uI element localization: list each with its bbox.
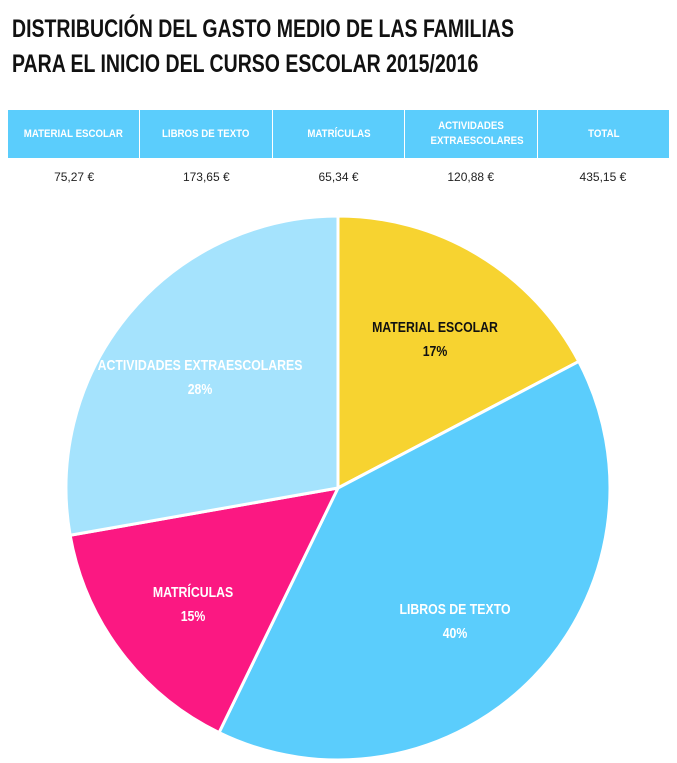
pie-label-percent: 15% — [181, 608, 206, 624]
chart-title: DISTRIBUCIÓN DEL GASTO MEDIO DE LAS FAMI… — [12, 12, 514, 82]
pie-label-libros-de-texto: LIBROS DE TEXTO 40% — [399, 601, 510, 641]
pie-slice-matriculas — [68, 486, 340, 735]
table-cell-total: 435,15 € — [579, 170, 627, 184]
pie-label-percent: 28% — [188, 381, 213, 397]
pie-label-name: LIBROS DE TEXTO — [399, 601, 510, 617]
table-header-actividades-extraescolares: ACTIVIDADES EXTRAESCOLARES — [405, 110, 538, 158]
pie-label-percent: 17% — [423, 343, 448, 359]
pie-label-percent: 40% — [443, 625, 468, 641]
table-header-material-escolar: MATERIAL ESCOLAR — [8, 110, 141, 158]
table-header-total: TOTAL — [587, 127, 620, 140]
pie-label-name: MATERIAL ESCOLAR — [372, 319, 498, 335]
expense-table: MATERIAL ESCOLAR LIBROS DE TEXTO MATRÍCU… — [8, 110, 669, 196]
table-header-row: MATERIAL ESCOLAR LIBROS DE TEXTO MATRÍCU… — [8, 110, 669, 158]
chart-title-line-1: DISTRIBUCIÓN DEL GASTO MEDIO DE LAS FAMI… — [12, 15, 514, 43]
pie-label-matriculas: MATRÍCULAS 15% — [153, 583, 233, 624]
table-row: 75,27 € 173,65 € 65,34 € 120,88 € 435,15… — [8, 158, 669, 196]
pie-slice-material-escolar — [336, 214, 581, 490]
pie-slice-libros-de-texto — [217, 359, 612, 762]
pie-label-name: ACTIVIDADES EXTRAESCOLARES — [98, 357, 303, 373]
table-cell-actividades-extraescolares: 120,88 € — [447, 170, 495, 184]
pie-label-material-escolar: MATERIAL ESCOLAR 17% — [372, 319, 498, 359]
table-cell-matriculas: 65,34 € — [318, 170, 359, 184]
pie-label-actividades-extraescolares: ACTIVIDADES EXTRAESCOLARES 28% — [98, 357, 303, 397]
pie-slice-actividades-extraescolares — [64, 214, 340, 537]
table-cell-material-escolar: 75,27 € — [54, 170, 95, 184]
table-header-libros-de-texto: LIBROS DE TEXTO — [140, 110, 273, 158]
chart-title-line-2: PARA EL INICIO DEL CURSO ESCOLAR 2015/20… — [12, 50, 479, 78]
table-cell-libros-de-texto: 173,65 € — [182, 170, 230, 184]
pie-label-name: MATRÍCULAS — [153, 583, 233, 600]
table-header-matriculas: MATRÍCULAS — [273, 110, 406, 158]
